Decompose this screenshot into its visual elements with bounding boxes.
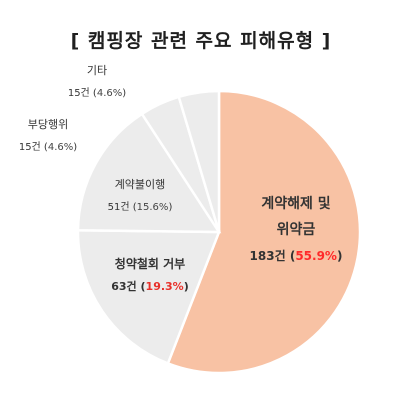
- slice-name-0-0: 계약해제 및: [261, 195, 330, 212]
- slice-label-1: 청약철회 거부 63건 (19.3%): [111, 256, 189, 293]
- slice-label-2: 계약불이행 51건 (15.6%): [108, 177, 173, 213]
- slice-value-4: 15건 (4.6%): [68, 87, 126, 99]
- slice-name-2-0: 계약불이행: [115, 177, 166, 191]
- slice-name-3-0: 부당행위: [28, 118, 68, 131]
- slice-name-1-0: 청약철회 거부: [115, 256, 185, 271]
- pie-slice-1: [76, 228, 221, 366]
- slice-value-2: 51건 (15.6%): [108, 201, 173, 213]
- slice-name-4-0: 기타: [87, 64, 107, 77]
- pie-slice-4: [177, 89, 221, 233]
- pie-slice-2: [76, 112, 222, 234]
- slice-value-0: 183건 (55.9%): [250, 248, 343, 263]
- slice-label-3: 부당행위 15건 (4.6%): [19, 118, 77, 153]
- chart-title: [ 캠핑장 관련 주요 피해유형 ]: [70, 30, 332, 52]
- slice-value-3: 15건 (4.6%): [19, 141, 77, 153]
- slice-value-1: 63건 (19.3%): [111, 279, 189, 293]
- slice-label-4: 기타 15건 (4.6%): [68, 64, 126, 99]
- slice-name-0-1: 위약금: [277, 221, 316, 238]
- pie-slice-0: [166, 89, 362, 375]
